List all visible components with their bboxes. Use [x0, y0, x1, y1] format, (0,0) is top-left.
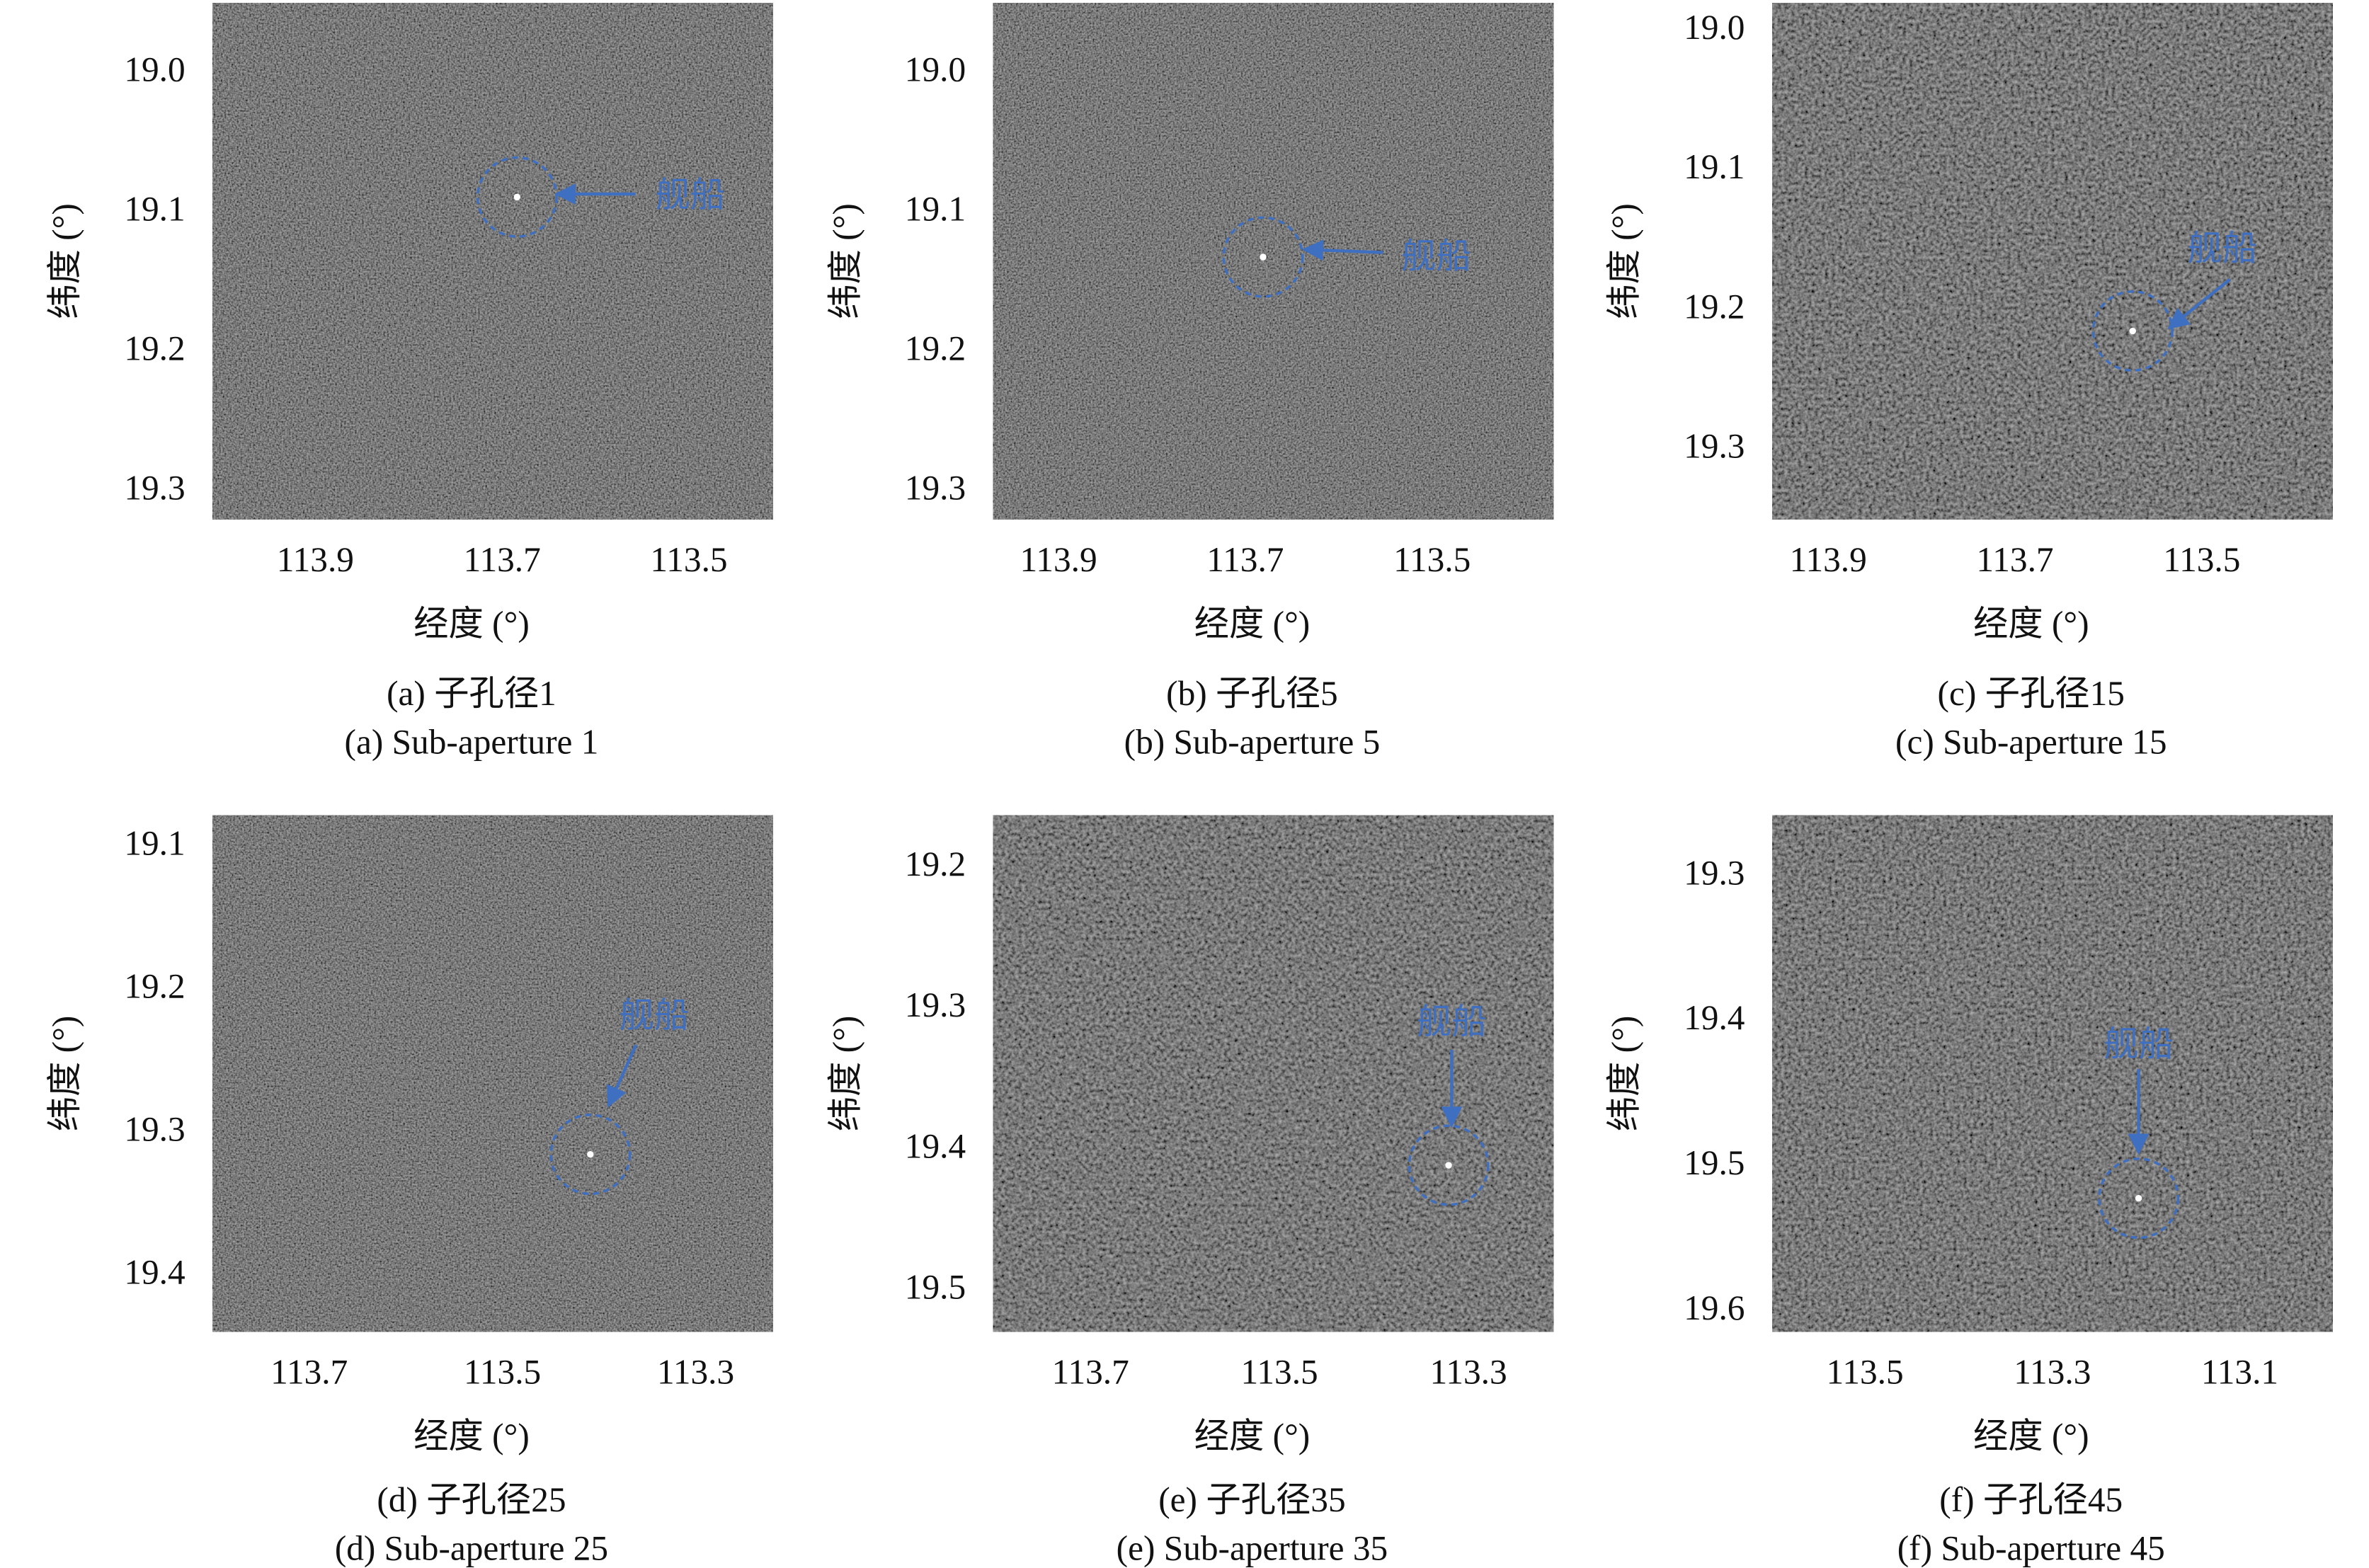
caption-en: (a) Sub-aperture 1	[345, 723, 599, 762]
y-tick-label: 19.4	[1684, 998, 1745, 1037]
y-tick-label: 19.3	[1684, 853, 1745, 892]
ship-circle	[549, 1114, 632, 1196]
y-axis-label: 纬度 (°)	[1605, 1016, 1644, 1132]
x-tick-label: 113.9	[1020, 540, 1097, 579]
y-tick-label: 19.3	[905, 985, 966, 1024]
y-tick-label: 19.2	[905, 845, 966, 883]
y-tick-label: 19.2	[905, 328, 966, 367]
y-tick-label: 19.3	[905, 469, 966, 508]
x-tick-label: 113.5	[464, 1353, 541, 1392]
x-tick-label: 113.5	[1241, 1353, 1318, 1392]
x-tick-label: 113.7	[1052, 1353, 1129, 1392]
ship-target	[2135, 1194, 2142, 1202]
annotation-arrow	[1301, 239, 1383, 261]
x-axis-label: 经度 (°)	[413, 1417, 530, 1455]
y-axis-label: 纬度 (°)	[45, 1016, 84, 1132]
sar-image	[993, 3, 1554, 520]
y-tick-label: 19.1	[124, 824, 185, 863]
annotation-label: 舰船	[1401, 236, 1471, 277]
caption-en: (d) Sub-aperture 25	[335, 1528, 608, 1567]
annotation-label: 舰船	[1417, 1001, 1487, 1042]
x-axis-label: 经度 (°)	[1194, 604, 1311, 643]
x-tick-label: 113.7	[1206, 540, 1284, 579]
caption-en: (e) Sub-aperture 35	[1117, 1528, 1388, 1567]
annotation-label: 舰船	[2103, 1024, 2174, 1065]
annotation-label: 舰船	[2187, 227, 2257, 268]
annotation-arrow	[606, 1044, 638, 1108]
x-axis-label: 经度 (°)	[1973, 604, 2089, 643]
y-tick-label: 19.2	[1684, 287, 1745, 326]
ship-target	[1260, 253, 1267, 261]
x-tick-label: 113.3	[657, 1353, 734, 1392]
y-tick-label: 19.2	[124, 967, 185, 1006]
y-tick-label: 19.3	[1684, 426, 1745, 465]
x-tick-label: 113.3	[1429, 1353, 1507, 1392]
x-axis-label: 经度 (°)	[1973, 1417, 2089, 1455]
ship-target	[2129, 327, 2136, 335]
caption-zh: (d) 子孔径25	[377, 1480, 566, 1519]
y-tick-label: 19.4	[124, 1253, 185, 1292]
y-tick-label: 19.1	[905, 189, 966, 228]
y-tick-label: 19.6	[1684, 1288, 1745, 1327]
sar-image	[1772, 3, 2333, 520]
ship-target	[1445, 1162, 1452, 1169]
x-tick-label: 113.9	[277, 540, 354, 579]
x-axis-label: 经度 (°)	[413, 604, 530, 643]
x-tick-label: 113.7	[464, 540, 541, 579]
y-axis-label: 纬度 (°)	[1605, 203, 1644, 319]
sar-image	[212, 3, 773, 520]
caption-zh: (b) 子孔径5	[1166, 674, 1338, 713]
y-tick-label: 19.0	[124, 50, 185, 88]
ship-target	[587, 1150, 594, 1158]
caption-en: (c) Sub-aperture 15	[1895, 723, 2167, 762]
y-tick-label: 19.0	[905, 50, 966, 88]
sar-image	[993, 815, 1554, 1332]
y-tick-label: 19.3	[124, 469, 185, 508]
y-tick-label: 19.0	[1684, 8, 1745, 47]
annotation-label: 舰船	[620, 995, 690, 1036]
x-tick-label: 113.3	[2014, 1353, 2091, 1392]
ship-target	[513, 193, 521, 201]
x-tick-label: 113.5	[2163, 540, 2240, 579]
annotation-label: 舰船	[655, 174, 725, 215]
y-tick-label: 19.3	[124, 1110, 185, 1149]
y-tick-label: 19.5	[905, 1268, 966, 1307]
ship-circle	[2091, 290, 2174, 372]
y-tick-label: 19.1	[124, 189, 185, 228]
caption-en: (f) Sub-aperture 45	[1897, 1528, 2165, 1567]
annotation-arrow	[2167, 277, 2231, 330]
caption-zh: (a) 子孔径1	[387, 674, 556, 713]
caption-zh: (c) 子孔径15	[1938, 674, 2125, 713]
x-axis-label: 经度 (°)	[1194, 1417, 1311, 1455]
x-tick-label: 113.5	[650, 540, 727, 579]
y-tick-label: 19.5	[1684, 1143, 1745, 1182]
x-tick-label: 113.5	[1393, 540, 1471, 579]
y-tick-label: 19.4	[905, 1126, 966, 1165]
x-tick-label: 113.9	[1790, 540, 1867, 579]
x-tick-label: 113.7	[270, 1353, 348, 1392]
caption-en: (b) Sub-aperture 5	[1124, 723, 1381, 762]
x-tick-label: 113.7	[1976, 540, 2053, 579]
sar-image	[1772, 815, 2333, 1332]
y-axis-label: 纬度 (°)	[826, 1016, 864, 1132]
ship-circle	[2098, 1157, 2180, 1240]
sar-image	[212, 815, 773, 1332]
y-tick-label: 19.2	[124, 328, 185, 367]
x-tick-label: 113.1	[2201, 1353, 2278, 1392]
y-axis-label: 纬度 (°)	[826, 203, 864, 319]
caption-zh: (f) 子孔径45	[1939, 1480, 2123, 1519]
caption-zh: (e) 子孔径35	[1158, 1480, 1345, 1519]
x-tick-label: 113.5	[1827, 1353, 1904, 1392]
y-axis-label: 纬度 (°)	[45, 203, 84, 319]
y-tick-label: 19.1	[1684, 147, 1745, 186]
